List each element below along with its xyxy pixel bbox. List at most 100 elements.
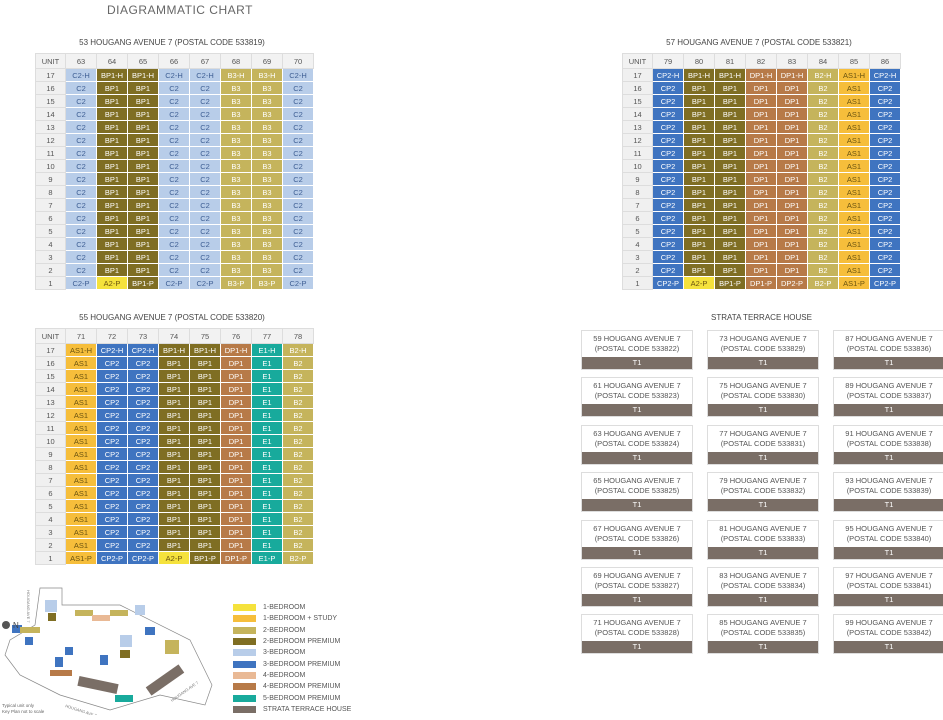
- unit-type-cell: E1: [251, 460, 283, 474]
- unit-type-cell: BP1: [96, 159, 128, 173]
- unit-type-cell: CP2: [652, 198, 684, 212]
- terrace-postal-code: (POSTAL CODE 533828): [594, 628, 680, 638]
- terrace-unit-type: T1: [834, 641, 943, 654]
- unit-type-cell: DP1: [745, 133, 777, 147]
- terrace-house-card: 77 HOUGANG AVENUE 7 (POSTAL CODE 533831) T…: [707, 424, 819, 465]
- floor-row: 2 C2 BP1 BP1 C2 C2 B3 B3 C2: [35, 263, 314, 277]
- floor-number: 14: [35, 107, 66, 121]
- unit-type-cell: B2: [807, 250, 839, 264]
- floor-number: 7: [35, 473, 66, 487]
- terrace-unit-type: T1: [582, 499, 692, 512]
- unit-type-cell: BP1: [96, 198, 128, 212]
- terrace-address: 87 HOUGANG AVENUE 7 (POSTAL CODE 533836): [834, 331, 943, 357]
- unit-type-cell: BP1: [96, 133, 128, 147]
- unit-type-cell: B2: [282, 395, 314, 409]
- terrace-unit-type: T1: [708, 357, 818, 369]
- unit-type-cell: B3: [251, 211, 283, 225]
- unit-type-cell: B3: [220, 211, 252, 225]
- unit-number: 81: [714, 53, 746, 69]
- unit-type-cell: CP2: [869, 159, 901, 173]
- unit-type-cell: BP1: [189, 512, 221, 526]
- unit-type-cell: B3: [251, 237, 283, 251]
- unit-type-cell: DP1: [745, 94, 777, 108]
- unit-type-cell: AS1: [65, 447, 97, 461]
- unit-type-cell: B3: [251, 159, 283, 173]
- unit-type-cell: DP1: [776, 224, 808, 238]
- terrace-address: 83 HOUGANG AVENUE 7 (POSTAL CODE 533834): [708, 568, 818, 594]
- unit-type-cell: B2: [807, 133, 839, 147]
- terrace-street: 89 HOUGANG AVENUE 7: [845, 381, 933, 391]
- terrace-address: 63 HOUGANG AVENUE 7 (POSTAL CODE 533824): [582, 426, 692, 452]
- unit-type-cell: BP1: [189, 525, 221, 539]
- unit-type-cell: B3: [220, 120, 252, 134]
- block-title: 53 HOUGANG AVENUE 7 (POSTAL CODE 533819): [79, 38, 265, 47]
- terrace-section-title: STRATA TERRACE HOUSE: [711, 313, 812, 322]
- unit-type-cell: CP2: [127, 408, 159, 422]
- floor-number: 5: [35, 224, 66, 238]
- unit-chart-table: UNIT 71 72 73 74 75 76 77 78 17 AS1-H CP2-H CP2-H BP1…: [35, 328, 314, 565]
- unit-type-cell: CP2: [96, 408, 128, 422]
- unit-type-cell: B3: [251, 133, 283, 147]
- unit-type-cell: CP2: [127, 447, 159, 461]
- terrace-street: 77 HOUGANG AVENUE 7: [719, 428, 807, 438]
- terrace-house-card: 59 HOUGANG AVENUE 7 (POSTAL CODE 533822) T…: [581, 330, 693, 370]
- unit-type-cell: C2: [282, 198, 314, 212]
- terrace-unit-type: T1: [708, 641, 818, 654]
- unit-type-cell: B3: [251, 94, 283, 108]
- unit-type-cell: BP1: [158, 382, 190, 396]
- unit-type-cell: DP1: [745, 224, 777, 238]
- unit-type-cell: BP1: [189, 434, 221, 448]
- legend-label: 3-BEDROOM: [263, 649, 306, 657]
- unit-type-cell: BP1: [96, 81, 128, 95]
- unit-type-cell: DP1: [745, 159, 777, 173]
- floor-number: 16: [622, 81, 653, 95]
- floor-number: 8: [35, 185, 66, 199]
- unit-type-cell: C2: [282, 146, 314, 160]
- unit-type-cell: B2: [807, 172, 839, 186]
- block-title: 57 HOUGANG AVENUE 7 (POSTAL CODE 533821): [666, 38, 852, 47]
- terrace-unit-type: T1: [834, 546, 943, 559]
- unit-number: 86: [869, 53, 901, 69]
- unit-type-cell: B3: [251, 107, 283, 121]
- unit-type-cell: CP2: [869, 198, 901, 212]
- unit-type-cell: CP2-P: [96, 551, 128, 565]
- floor-number: 14: [35, 382, 66, 396]
- unit-type-cell: C2: [158, 172, 190, 186]
- unit-type-cell: DP1: [745, 146, 777, 160]
- legend-swatch-icon: [233, 638, 256, 646]
- unit-type-cell: DP1: [220, 473, 252, 487]
- floor-row: 17 C2-H BP1-H BP1-H C2-H C2-H B3-H B3-H C2-H: [35, 68, 314, 82]
- terrace-address: 95 HOUGANG AVENUE 7 (POSTAL CODE 533840): [834, 521, 943, 547]
- terrace-postal-code: (POSTAL CODE 533832): [720, 486, 806, 496]
- unit-header-row: UNIT 63 64 65 66 67 68 69 70: [35, 53, 314, 69]
- unit-type-cell: C2: [282, 81, 314, 95]
- unit-type-cell: B2: [282, 447, 314, 461]
- unit-type-cell: BP1: [189, 395, 221, 409]
- unit-type-cell: CP2-H: [869, 68, 901, 82]
- unit-type-cell: BP1: [127, 120, 159, 134]
- floor-row: 13 AS1 CP2 CP2 BP1 BP1 DP1 E1 B2: [35, 395, 314, 409]
- floor-number: 11: [35, 146, 66, 160]
- unit-type-cell: CP2: [127, 525, 159, 539]
- terrace-postal-code: (POSTAL CODE 533824): [594, 438, 680, 448]
- unit-type-cell: C2-H: [65, 68, 97, 82]
- unit-type-cell: CP2: [869, 172, 901, 186]
- unit-type-cell: A2-P: [96, 276, 128, 290]
- unit-type-cell: BP1: [714, 185, 746, 199]
- unit-number: 82: [745, 53, 777, 69]
- terrace-postal-code: (POSTAL CODE 533837): [846, 391, 932, 401]
- unit-type-cell: CP2: [96, 382, 128, 396]
- unit-type-cell: BP1: [158, 447, 190, 461]
- unit-type-cell: BP1: [683, 94, 715, 108]
- legend-label: STRATA TERRACE HOUSE: [263, 705, 352, 713]
- unit-type-cell: A2-P: [158, 551, 190, 565]
- terrace-street: 59 HOUGANG AVENUE 7: [593, 334, 681, 343]
- unit-type-cell: CP2: [96, 499, 128, 513]
- terrace-postal-code: (POSTAL CODE 533839): [846, 486, 932, 496]
- unit-type-cell: B3-H: [220, 68, 252, 82]
- unit-type-cell: DP1: [745, 211, 777, 225]
- terrace-street: 79 HOUGANG AVENUE 7: [719, 476, 807, 486]
- unit-type-cell: B2: [807, 81, 839, 95]
- unit-type-cell: BP1: [714, 133, 746, 147]
- legend-swatch-icon: [233, 626, 256, 634]
